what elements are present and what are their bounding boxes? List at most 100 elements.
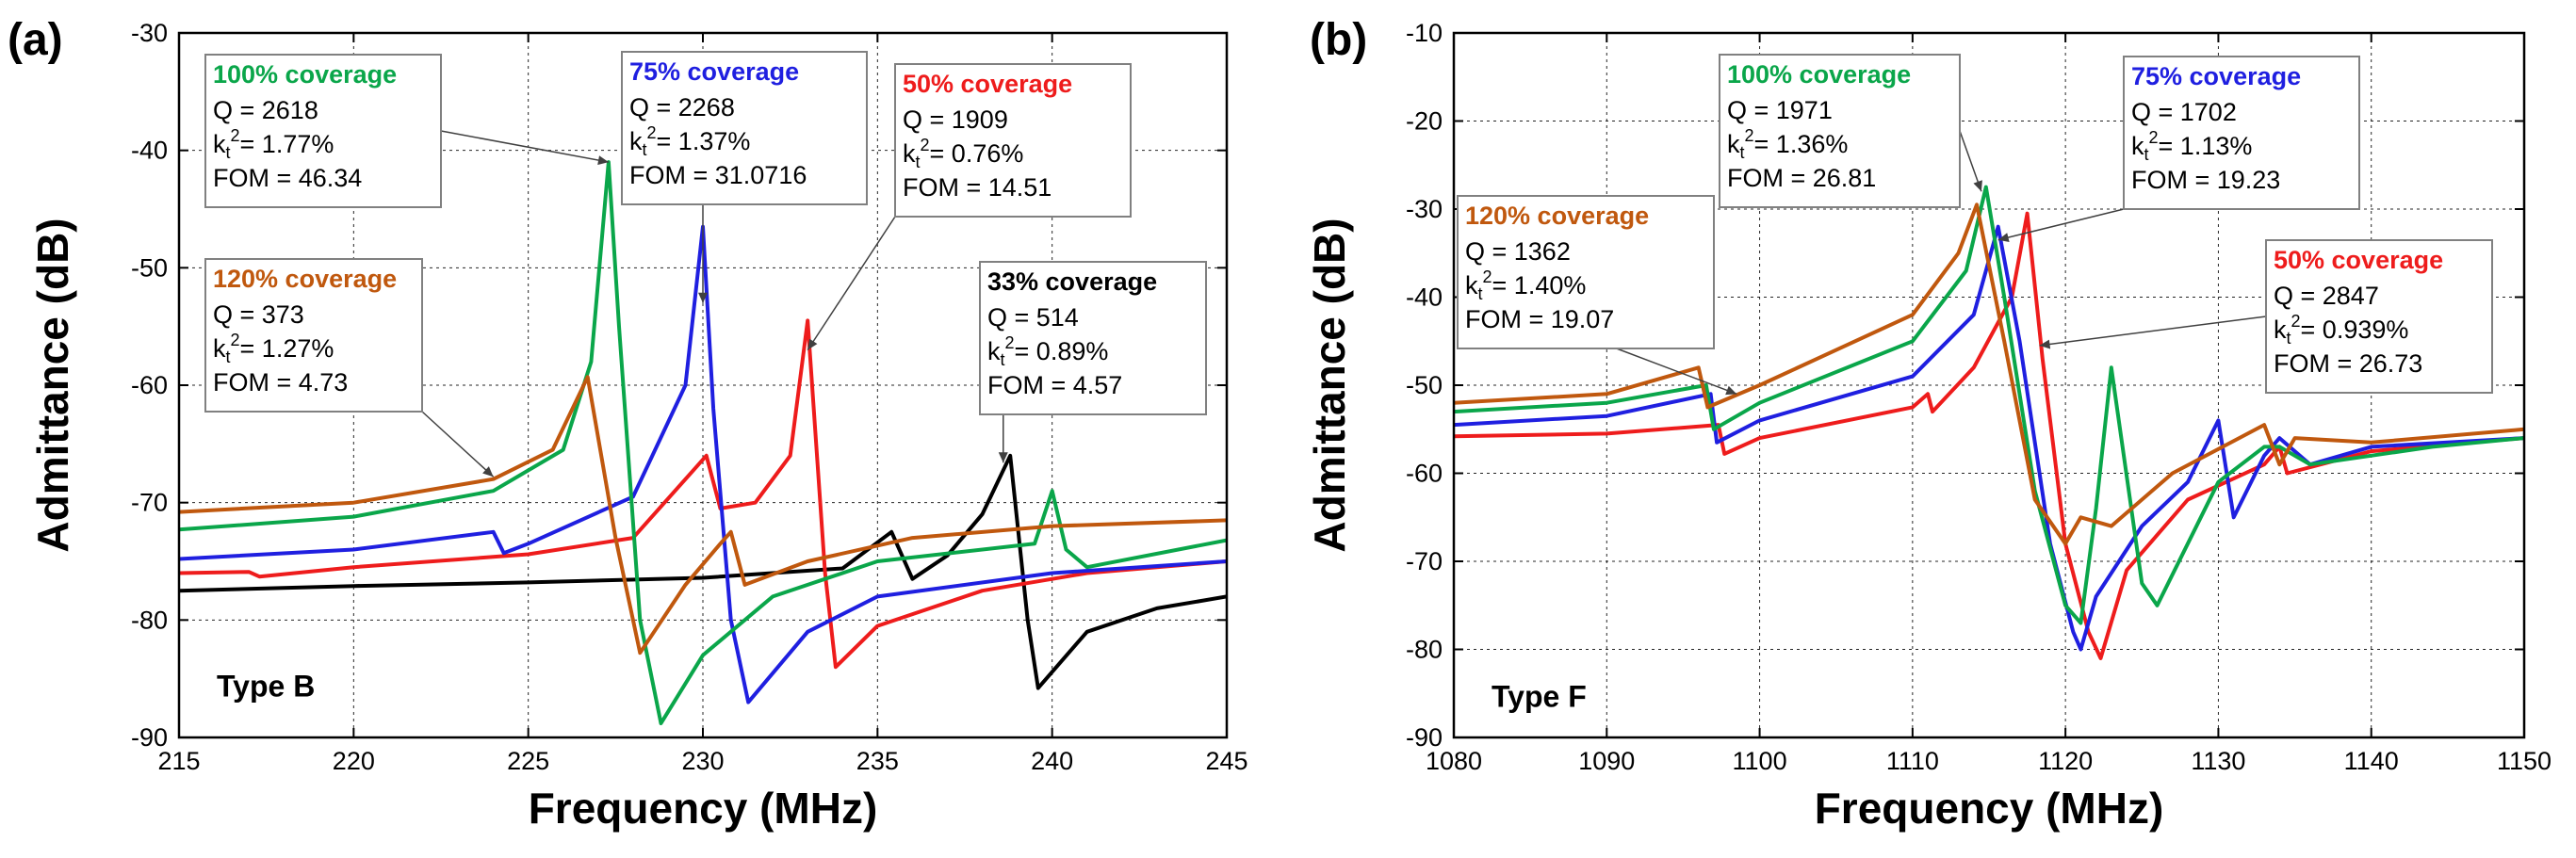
leader-line [421, 411, 495, 478]
kt-symbol: k [987, 337, 1001, 365]
y-tick-label: -80 [1406, 636, 1443, 664]
annotation-fom: FOM = 31.0716 [629, 161, 807, 189]
annotation-kt2: kt2= 1.27% [213, 331, 334, 366]
kt-superscript: 2 [647, 123, 657, 142]
kt-superscript: 2 [1745, 126, 1754, 145]
annotation-title: 50% coverage [2274, 246, 2443, 274]
kt-subscript: t [226, 143, 231, 162]
y-tick-label: -30 [1406, 195, 1443, 223]
x-tick-label: 245 [1205, 747, 1247, 775]
series-120-coverageline [179, 375, 1227, 656]
x-tick-label: 240 [1031, 747, 1073, 775]
annotation-title: 75% coverage [629, 57, 799, 86]
annotation-q: Q = 2618 [213, 96, 318, 124]
kt-value: = 0.76% [930, 139, 1024, 168]
leader-arrowhead [1997, 233, 2010, 242]
annotation-kt2: kt2= 1.13% [2131, 128, 2252, 164]
kt-subscript: t [1478, 284, 1483, 303]
kt-subscript: t [916, 153, 921, 171]
annotation-frame [1719, 54, 1961, 208]
annotation-title: 120% coverage [213, 265, 397, 293]
traces [1454, 185, 2524, 660]
annotation-q: Q = 1362 [1465, 237, 1571, 266]
x-tick-label: 1140 [2344, 747, 2399, 775]
annotation-q: Q = 1702 [2131, 98, 2237, 126]
kt-superscript: 2 [921, 136, 930, 154]
x-tick-label: 1130 [2191, 747, 2245, 775]
annotation-q: Q = 1909 [903, 105, 1008, 134]
x-tick-label: 1080 [1426, 747, 1482, 775]
y-tick-label: -40 [1406, 283, 1443, 312]
annotation-title: 100% coverage [1727, 60, 1911, 89]
kt-symbol: k [1465, 271, 1478, 299]
kt-value: = 1.36% [1754, 130, 1849, 158]
kt-value: = 1.40% [1492, 271, 1587, 299]
y-tick-label: -80 [131, 606, 168, 634]
leader-arrowhead [998, 452, 1008, 463]
series-120-coverageline [1454, 202, 2524, 546]
x-tick-label: 225 [507, 747, 549, 775]
series-100-coverageline [179, 160, 1227, 725]
type-label: Type F [1492, 679, 1587, 713]
kt-superscript: 2 [2149, 128, 2159, 147]
annotation-frame [2123, 56, 2360, 210]
annotation-frame [204, 54, 442, 208]
type-label: Type B [217, 669, 315, 703]
annotation-title: 50% coverage [903, 70, 1072, 98]
annotation-fom: FOM = 19.07 [1465, 305, 1614, 333]
chart-panel-b: 1080 1090 1100 1110 1120 1130 1140 1150 -90 -80 -7… [1305, 15, 2552, 833]
y-tick-label: -70 [1406, 547, 1443, 575]
series-50-coverageline [179, 318, 1227, 670]
x-tick-label: 1110 [1886, 747, 1939, 775]
y-tick-label: -40 [131, 137, 168, 165]
y-tick-label: -30 [131, 19, 168, 47]
kt-subscript: t [226, 348, 231, 366]
leader-line [1959, 130, 1982, 192]
series-50-coverageline [1454, 211, 2524, 660]
annotation-title: 75% coverage [2131, 62, 2301, 90]
leader-line [2039, 316, 2267, 347]
kt-symbol: k [2131, 132, 2144, 160]
annotation-frame [621, 51, 868, 205]
x-tick-label: 220 [333, 747, 375, 775]
y-axis-title: Admittance (dB) [28, 218, 77, 552]
annotation-fom: FOM = 26.73 [2274, 349, 2422, 378]
kt-symbol: k [213, 334, 226, 363]
y-tick-label: -20 [1406, 107, 1443, 136]
kt-symbol: k [1727, 130, 1740, 158]
leader-arrowhead [1973, 180, 1982, 192]
kt-value: = 1.77% [240, 130, 334, 158]
kt-value: = 1.13% [2159, 132, 2253, 160]
kt-value: = 1.27% [240, 334, 334, 363]
y-tick-label: -50 [131, 253, 168, 282]
annotation-title: 100% coverage [213, 60, 397, 89]
kt-superscript: 2 [1483, 267, 1492, 286]
annotation-q: Q = 2268 [629, 93, 735, 121]
annotation-q: Q = 2847 [2274, 282, 2379, 310]
x-tick-label: 235 [856, 747, 899, 775]
annotation-kt2: kt2= 1.37% [629, 123, 750, 159]
y-tick-label: -90 [1406, 723, 1443, 752]
annotation-frame [894, 63, 1132, 218]
annotation-frame [2265, 239, 2493, 394]
leader-line [1997, 208, 2125, 241]
y-tick-label: -60 [1406, 460, 1443, 488]
kt-symbol: k [629, 127, 643, 155]
leader-arrowhead [597, 155, 609, 166]
kt-symbol: k [2274, 316, 2287, 344]
annotation-title: 33% coverage [987, 267, 1157, 296]
series-33-coverageline [179, 453, 1227, 690]
y-tick-label: -70 [131, 489, 168, 517]
x-tick-label: 1100 [1733, 747, 1787, 775]
kt-subscript: t [2144, 145, 2149, 164]
x-axis-title: Frequency (MHz) [529, 784, 878, 833]
kt-symbol: k [213, 130, 226, 158]
annotation-q: Q = 373 [213, 300, 304, 329]
y-tick-label: -50 [1406, 371, 1443, 399]
